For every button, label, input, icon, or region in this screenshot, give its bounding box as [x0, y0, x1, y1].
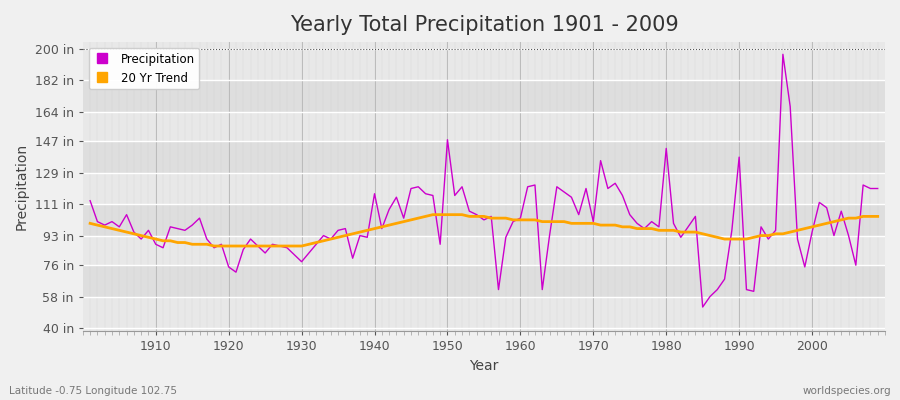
Legend: Precipitation, 20 Yr Trend: Precipitation, 20 Yr Trend [89, 48, 200, 89]
Bar [83, 204, 885, 236]
Precipitation [872, 186, 883, 191]
20 Yr Trend [522, 218, 533, 222]
Line: Precipitation: Precipitation [90, 54, 878, 307]
Bar [83, 173, 885, 204]
20 Yr Trend [428, 212, 438, 217]
20 Yr Trend [209, 244, 220, 248]
Precipitation [602, 186, 613, 191]
Precipitation [303, 250, 314, 255]
Text: Latitude -0.75 Longitude 102.75: Latitude -0.75 Longitude 102.75 [9, 386, 177, 396]
Line: 20 Yr Trend: 20 Yr Trend [90, 215, 878, 246]
Precipitation [85, 198, 95, 203]
Precipitation [508, 219, 518, 224]
20 Yr Trend [143, 235, 154, 240]
Bar [83, 142, 885, 173]
Bar [83, 236, 885, 265]
Precipitation [143, 228, 154, 233]
20 Yr Trend [85, 221, 95, 226]
Precipitation [778, 52, 788, 57]
20 Yr Trend [529, 218, 540, 222]
20 Yr Trend [310, 240, 321, 245]
X-axis label: Year: Year [469, 359, 499, 373]
Precipitation [347, 256, 358, 261]
20 Yr Trend [617, 224, 628, 229]
20 Yr Trend [355, 230, 365, 234]
Bar [83, 49, 885, 80]
Bar [83, 265, 885, 296]
Bar [83, 112, 885, 142]
20 Yr Trend [872, 214, 883, 219]
Text: worldspecies.org: worldspecies.org [803, 386, 891, 396]
Precipitation [698, 305, 708, 310]
Bar [83, 80, 885, 112]
Y-axis label: Precipitation: Precipitation [15, 143, 29, 230]
Title: Yearly Total Precipitation 1901 - 2009: Yearly Total Precipitation 1901 - 2009 [290, 15, 679, 35]
Bar [83, 296, 885, 328]
Precipitation [515, 216, 526, 220]
